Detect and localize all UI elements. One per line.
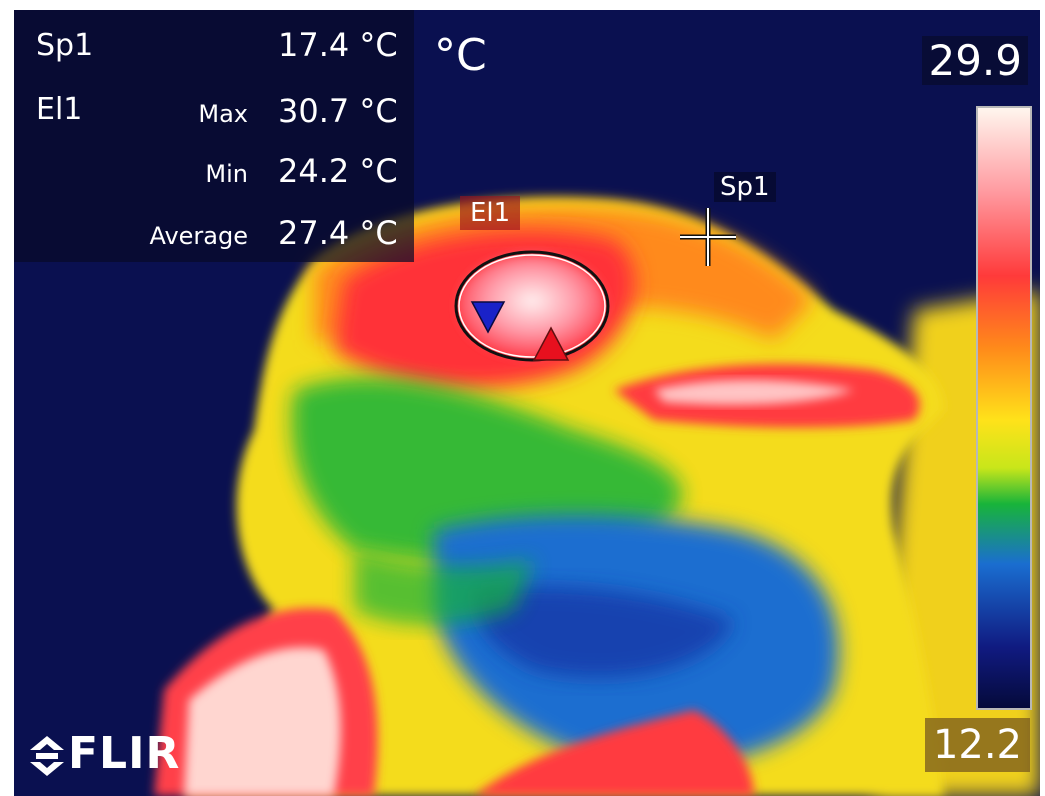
measurement-readout-panel: Sp1 17.4 °C El1 Max 30.7 °C Min 24.2 °C …: [14, 10, 414, 262]
ellipse-max-label: Max: [198, 100, 248, 128]
temperature-unit-label: °C: [434, 30, 487, 81]
spot-readout-value: 17.4 °C: [278, 26, 398, 64]
neck-coldest-region: [474, 586, 734, 678]
thermal-image-frame: Sp1 17.4 °C El1 Max 30.7 °C Min 24.2 °C …: [14, 10, 1040, 796]
flir-logo-icon: [30, 736, 64, 776]
ellipse-readout-name: El1: [36, 92, 83, 127]
ellipse-min-label: Min: [205, 160, 248, 188]
eye-hot-region: [458, 254, 606, 358]
thermal-image: [14, 10, 1040, 796]
ellipse-average-label: Average: [149, 222, 248, 250]
el1-marker-label: El1: [460, 196, 521, 230]
flir-brand: FLIR: [30, 728, 180, 779]
min-temperature-marker-icon: [470, 301, 506, 334]
spot-readout-name: Sp1: [36, 28, 94, 63]
lower-left-hottest-object: [184, 647, 341, 796]
sp1-crosshair-icon[interactable]: [680, 208, 736, 266]
max-temperature-marker-icon: [532, 326, 570, 361]
ellipse-max-value: 30.7 °C: [278, 92, 398, 130]
brand-name: FLIR: [68, 728, 181, 779]
lower-center-hot-object: [474, 710, 754, 796]
scale-min-value: 12.2: [924, 718, 1030, 772]
el1-measurement-ellipse-inner: [458, 254, 606, 358]
temperature-scale-bar: [976, 106, 1032, 710]
beak-hottest-region: [654, 379, 854, 405]
ellipse-min-value: 24.2 °C: [278, 152, 398, 190]
neck-green-band: [354, 550, 534, 625]
scale-max-value: 29.9: [922, 36, 1028, 85]
ellipse-average-value: 27.4 °C: [278, 214, 398, 252]
el1-measurement-ellipse[interactable]: [454, 250, 610, 362]
sp1-marker-label: Sp1: [714, 172, 776, 202]
